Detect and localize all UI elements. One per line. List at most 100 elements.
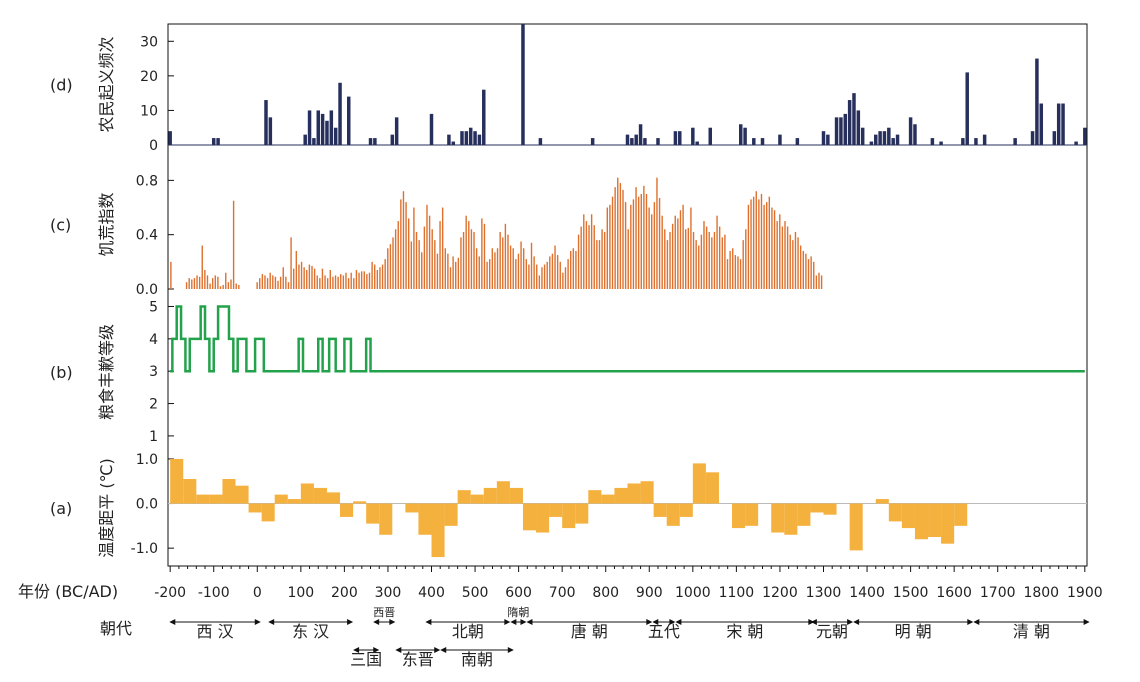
bar-a — [810, 503, 824, 513]
bar-c — [462, 231, 465, 289]
bar-c — [293, 268, 295, 289]
dynasty-name: 清 朝 — [1013, 622, 1050, 641]
x-tick-label: 1600 — [936, 585, 972, 601]
bar-d — [1083, 127, 1087, 145]
bar-d — [939, 141, 943, 145]
bar-c — [486, 261, 488, 289]
bar-c — [661, 215, 663, 289]
x-tick-label: 1900 — [1067, 585, 1103, 601]
bar-c — [577, 234, 580, 289]
dynasty-sub-arrow-left — [440, 647, 447, 653]
y-tick-label-b: 1 — [149, 429, 158, 445]
bar-d — [643, 138, 647, 145]
x-tick-label: 500 — [462, 585, 489, 601]
bar-d — [834, 117, 839, 145]
dynasty-name: 西晋 — [373, 606, 395, 619]
bar-c — [201, 245, 203, 289]
y-tick-label-c: 0.4 — [136, 228, 158, 244]
bar-c — [533, 256, 535, 289]
bar-c — [645, 193, 648, 289]
bar-d — [316, 110, 321, 145]
bar-d — [1035, 58, 1039, 146]
bar-d — [874, 134, 878, 145]
bar-c — [695, 240, 697, 289]
bar-d — [1039, 103, 1044, 145]
bar-c — [606, 207, 609, 289]
bar-c — [261, 274, 264, 289]
x-tick-label: -200 — [154, 585, 186, 601]
bar-c — [170, 261, 172, 289]
bar-c — [324, 275, 326, 289]
bar-a — [248, 503, 262, 513]
bar-c — [499, 231, 501, 289]
bar-c — [624, 202, 627, 289]
x-axis-title: 年份 (BC/AD) — [18, 582, 118, 601]
bar-c — [786, 226, 789, 289]
bar-c — [342, 275, 345, 289]
bar-c — [457, 257, 460, 289]
bar-c — [575, 250, 577, 289]
bar-a — [928, 503, 942, 537]
bar-a — [549, 503, 563, 517]
bar-d — [843, 113, 848, 145]
bar-a — [536, 503, 550, 533]
bar-c — [637, 196, 640, 289]
bar-c — [449, 267, 452, 289]
bar-c — [640, 193, 642, 289]
bar-c — [682, 204, 684, 289]
bar-a — [875, 499, 889, 504]
bar-c — [747, 204, 750, 289]
bar-c — [818, 272, 820, 289]
bar-a — [901, 503, 915, 529]
bar-c — [439, 221, 441, 289]
bar-c — [684, 229, 687, 289]
bar-c — [428, 215, 431, 289]
bar-d — [482, 89, 486, 145]
bar-c — [405, 202, 407, 289]
bar-a — [209, 494, 223, 504]
bar-d — [673, 131, 678, 145]
bar-c — [729, 250, 731, 289]
dynasty-arrow-left — [652, 619, 659, 625]
bar-c — [538, 275, 541, 289]
bar-d — [795, 138, 800, 145]
bar-c — [470, 229, 473, 289]
bar-c — [590, 214, 593, 289]
bar-c — [596, 240, 598, 289]
bar-c — [713, 231, 716, 289]
dynasty-arrow-right — [504, 619, 511, 625]
dynasty-arrow-right — [520, 619, 527, 625]
bar-c — [319, 278, 321, 289]
bar-c — [211, 278, 214, 289]
dynasty-name: 隋朝 — [507, 605, 529, 619]
y-tick-label-d: 10 — [140, 103, 158, 119]
bar-c — [321, 268, 324, 289]
y-axis-label-a: 温度距平 (℃) — [97, 458, 116, 558]
bar-c — [567, 259, 569, 289]
bar-c — [700, 234, 703, 289]
dynasty-sub-name: 三国 — [350, 650, 382, 669]
bar-c — [219, 286, 222, 289]
bar-a — [914, 503, 929, 540]
bar-c — [188, 278, 190, 289]
bar-d — [638, 124, 643, 145]
bar-c — [799, 245, 802, 289]
bar-c — [421, 252, 423, 289]
bar-c — [285, 276, 287, 289]
bar-c — [705, 226, 708, 289]
bar-c — [272, 275, 274, 289]
bar-c — [295, 250, 298, 289]
bar-c — [732, 248, 734, 289]
bar-d — [477, 134, 482, 145]
bar-d — [347, 96, 351, 145]
bar-d — [930, 138, 935, 145]
bar-a — [366, 503, 380, 524]
bar-d — [965, 72, 969, 145]
dynasty-arrow-right — [967, 619, 974, 625]
bar-d — [908, 117, 913, 145]
dynasty-sub-name: 南朝 — [461, 650, 493, 669]
dynasty-name: 西 汉 — [196, 622, 233, 641]
bar-c — [496, 248, 499, 289]
bar-a — [444, 503, 458, 526]
